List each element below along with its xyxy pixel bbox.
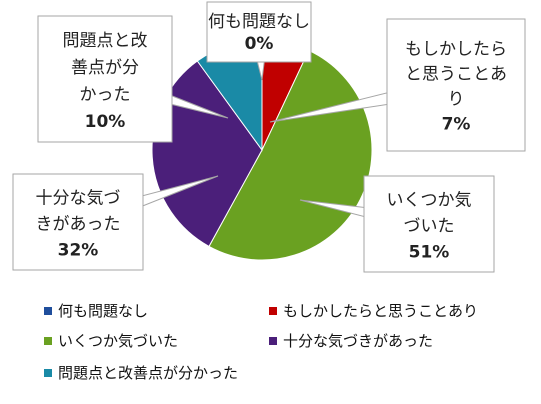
callout-fill xyxy=(208,3,310,61)
legend-swatch xyxy=(44,306,52,315)
data-label-text: いくつか気 xyxy=(387,190,472,210)
legend-item-some-noticed: いくつか気づいた xyxy=(44,330,178,351)
callout-fill xyxy=(388,20,524,150)
data-label-text: り xyxy=(448,90,465,110)
legend-label: 何も問題なし xyxy=(58,302,149,320)
legend-swatch xyxy=(269,336,277,345)
data-label-text: づいた xyxy=(404,216,455,236)
data-label-percent: 10% xyxy=(85,112,126,132)
data-label-text: 十分な気づ xyxy=(36,188,121,208)
data-label-percent: 51% xyxy=(409,242,450,262)
legend-label: 問題点と改善点が分かった xyxy=(58,364,239,382)
data-label-text: 善点が分 xyxy=(71,58,139,78)
data-label-text: 問題点と改 xyxy=(63,31,148,51)
callout-fill xyxy=(365,177,493,271)
data-label-text: と思うことあ xyxy=(405,65,507,85)
data-label-percent: 32% xyxy=(58,240,99,260)
callout-understood: 問題点と改善点が分かった 10% xyxy=(37,15,229,143)
legend-swatch xyxy=(44,336,52,345)
legend-item-fully-noticed: 十分な気づきがあった xyxy=(269,330,433,351)
legend-item-maybe: もしかしたらと思うことあり xyxy=(269,300,478,321)
callout-fill xyxy=(39,17,171,141)
legend-label: 十分な気づきがあった xyxy=(283,332,434,350)
callout-fill xyxy=(14,175,142,269)
legend-swatch xyxy=(44,368,52,377)
legend-label: もしかしたらと思うことあり xyxy=(283,302,479,320)
callout-fully-noticed: 十分な気づきがあった 32% xyxy=(12,173,219,271)
data-label-text: 何も問題なし xyxy=(208,12,310,32)
data-label-percent: 0% xyxy=(245,34,274,54)
legend-item-understood: 問題点と改善点が分かった xyxy=(44,362,238,383)
pie-slice-fully-noticed xyxy=(151,60,263,248)
data-label-text: かった xyxy=(80,85,131,105)
legend-swatch xyxy=(269,306,277,315)
callout-maybe: もしかしたらと思うことあり 7% xyxy=(269,18,526,152)
legend-item-nothing: 何も問題なし xyxy=(44,300,148,321)
legend-label: いくつか気づいた xyxy=(58,332,179,350)
data-label-percent: 7% xyxy=(442,115,471,135)
callout-some-noticed: いくつか気づいた 51% xyxy=(299,175,495,273)
data-label-text: きがあった xyxy=(36,214,121,234)
data-label-text: もしかしたら xyxy=(405,40,507,60)
